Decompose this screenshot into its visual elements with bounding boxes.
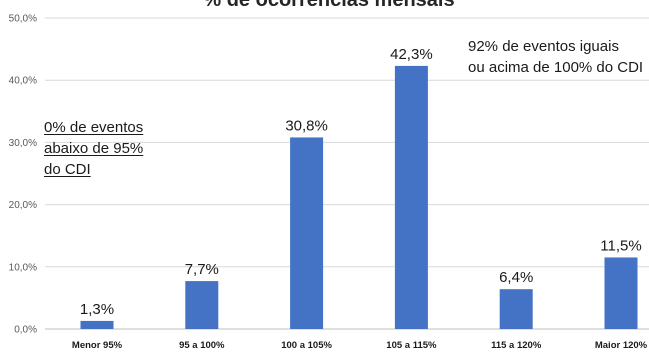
x-tick-label: Menor 95% [72,340,123,351]
annotation-above-100: 92% de eventos iguais ou acima de 100% d… [468,36,643,78]
x-tick-label: 115 a 120% [491,340,542,351]
bar [185,281,219,329]
x-tick-label: 100 a 105% [281,340,332,351]
x-axis-labels: Menor 95% 95 a 100% 100 a 105% 105 a 115% 11… [72,340,648,351]
y-tick-label: 30,0% [9,138,37,149]
data-label: 30,8% [285,117,328,134]
annotation-line: do CDI [44,161,91,178]
x-tick-label: Maior 120% [595,340,648,351]
bar [604,257,638,329]
bars [80,65,638,330]
bar [290,137,324,329]
chart-title: % de ocorrências mensais [203,0,454,11]
annotation-line: 92% de eventos iguais [468,38,619,55]
y-tick-label: 40,0% [9,76,37,87]
data-label: 7,7% [185,261,219,278]
bar [80,320,114,329]
annotation-line: 0% de eventos [44,119,144,136]
annotation-line: abaixo de 95% [44,140,144,157]
y-tick-label: 10,0% [9,262,37,273]
data-label: 6,4% [499,269,533,286]
data-label: 1,3% [80,301,114,318]
annotation-below-95: 0% de eventos abaixo de 95% do CDI [44,117,143,180]
x-tick-label: 105 a 115% [386,340,437,351]
y-axis-labels: 0,0% 10,0% 20,0% 30,0% 40,0% 50,0% [9,14,37,336]
data-label: 11,5% [600,237,641,254]
data-label: 42,3% [390,46,433,63]
gridlines [45,17,649,330]
y-tick-label: 50,0% [9,14,37,25]
bar [499,289,533,329]
annotation-line: ou acima de 100% do CDI [468,59,644,76]
data-labels: 1,3% 7,7% 30,8% 42,3% 6,4% 11,5% [80,46,642,318]
y-tick-label: 20,0% [9,200,37,211]
bar [394,65,428,330]
y-tick-label: 0,0% [14,325,37,336]
x-tick-label: 95 a 100% [179,340,225,351]
